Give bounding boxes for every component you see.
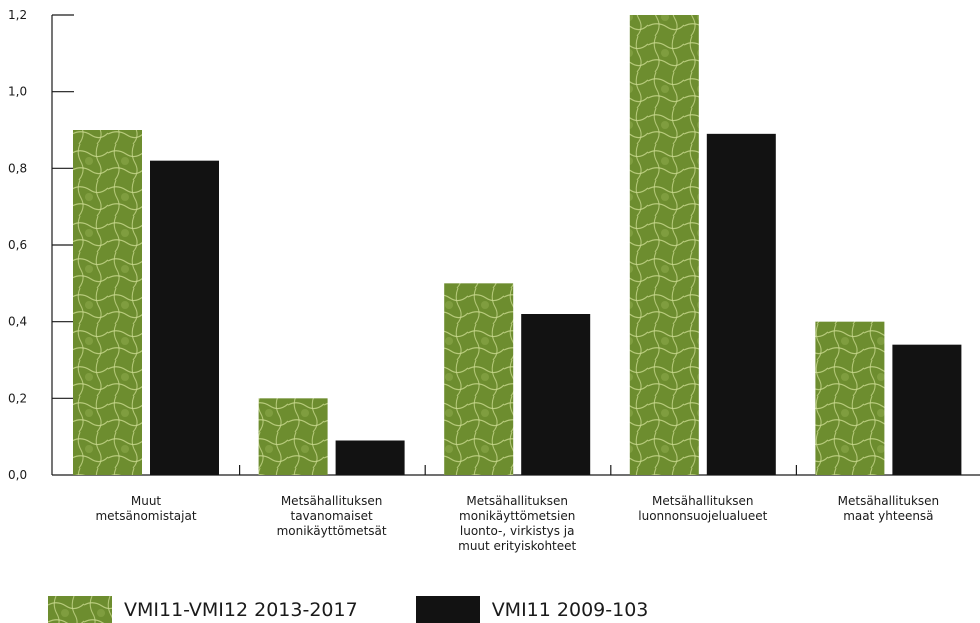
- x-category-label: Metsähallituksen maat yhteensä: [837, 494, 940, 523]
- y-tick-label: 0,8: [8, 161, 27, 175]
- x-category-label: Muut metsänomistajat: [95, 494, 197, 523]
- y-tick-label: 0,2: [8, 391, 27, 405]
- bar-series-2: [335, 440, 405, 475]
- legend-item-series-1: VMI11-VMI12 2013-2017: [48, 596, 358, 623]
- x-category-label: Metsähallituksen tavanomaiset monikäyttö…: [276, 494, 387, 538]
- bar-series-2: [706, 133, 776, 476]
- y-tick-label: 0,6: [8, 238, 27, 252]
- y-tick-label: 1,0: [8, 85, 27, 99]
- legend-item-series-2: VMI11 2009-103: [415, 596, 649, 623]
- bar-series-1: [444, 283, 514, 475]
- bar-chart: 0,0 0,2 0,4 0,6 0,8 1,0 1,2: [8, 8, 980, 482]
- x-category-label: Metsähallituksen monikäyttömetsien luont…: [458, 494, 577, 553]
- y-tick-label: 1,2: [8, 8, 27, 22]
- bar-series-1: [629, 15, 699, 475]
- legend-label-series-1: VMI11-VMI12 2013-2017: [124, 598, 358, 621]
- x-category-label: Metsähallituksen luonnonsuojelualueet: [638, 494, 768, 523]
- legend-label-series-2: VMI11 2009-103: [491, 598, 649, 621]
- y-tick-label: 0,4: [8, 315, 27, 329]
- bar-series-1: [815, 321, 885, 475]
- bar-series-1: [258, 398, 328, 475]
- legend-swatch-leaf: [48, 596, 112, 623]
- bar-series-2: [892, 344, 962, 475]
- bar-series-1: [73, 130, 142, 475]
- bar-series-2: [521, 314, 591, 475]
- y-tick-label: 0,0: [8, 468, 27, 482]
- bar-series-2: [150, 160, 219, 475]
- legend-swatch-dark: [415, 596, 480, 623]
- legend: VMI11-VMI12 2013-2017 VMI11 2009-103: [48, 596, 706, 623]
